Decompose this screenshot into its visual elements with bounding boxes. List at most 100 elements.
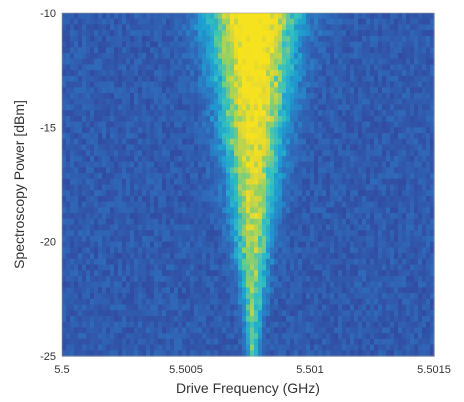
heatmap-cell: [430, 64, 435, 71]
heatmap-cell: [370, 247, 375, 254]
heatmap-cell: [194, 201, 199, 208]
heatmap-cell: [182, 35, 187, 43]
heatmap-cell: [346, 24, 351, 31]
heatmap-cell: [198, 213, 203, 220]
heatmap-cell: [310, 293, 315, 300]
heatmap-cell: [350, 24, 355, 31]
heatmap-cell: [94, 24, 99, 31]
heatmap-cell: [194, 173, 199, 180]
heatmap-cell: [62, 155, 67, 163]
heatmap-cell: [414, 75, 419, 83]
heatmap-cell: [362, 110, 367, 117]
heatmap-cell: [214, 275, 219, 283]
heatmap-cell: [318, 104, 323, 111]
heatmap-cell: [134, 64, 139, 71]
heatmap-cell: [410, 201, 415, 208]
heatmap-cell: [390, 24, 395, 31]
heatmap-cell: [122, 98, 127, 106]
heatmap-cell: [182, 310, 187, 317]
heatmap-cell: [334, 93, 339, 100]
heatmap-cell: [418, 98, 423, 106]
heatmap-cell: [134, 264, 139, 271]
heatmap-cell: [298, 104, 303, 111]
heatmap-cell: [378, 58, 383, 66]
heatmap-cell: [62, 190, 67, 197]
heatmap-cell: [366, 133, 371, 140]
heatmap-cell: [110, 247, 115, 254]
heatmap-cell: [210, 127, 215, 134]
heatmap-cell: [278, 235, 283, 243]
heatmap-cell: [222, 75, 227, 83]
heatmap-cell: [206, 167, 211, 174]
heatmap-cell: [138, 310, 143, 317]
heatmap-cell: [258, 155, 263, 163]
heatmap-cell: [246, 293, 251, 300]
heatmap-cell: [226, 133, 231, 140]
heatmap-cell: [126, 304, 131, 311]
heatmap-cell: [74, 190, 79, 197]
heatmap-cell: [278, 13, 283, 20]
heatmap-cell: [242, 235, 247, 243]
heatmap-cell: [238, 70, 243, 77]
heatmap-cell: [90, 138, 95, 146]
heatmap-cell: [138, 53, 143, 60]
heatmap-cell: [338, 287, 343, 294]
heatmap-cell: [346, 58, 351, 66]
heatmap-cell: [418, 253, 423, 260]
heatmap-cell: [218, 178, 223, 186]
heatmap-cell: [222, 24, 227, 31]
heatmap-cell: [226, 270, 231, 277]
heatmap-cell: [310, 213, 315, 220]
heatmap-cell: [222, 264, 227, 271]
heatmap-cell: [118, 155, 123, 163]
heatmap-cell: [90, 195, 95, 203]
heatmap-cell: [270, 58, 275, 66]
heatmap-cell: [198, 298, 203, 306]
heatmap-cell: [206, 201, 211, 208]
heatmap-cell: [322, 270, 327, 277]
heatmap-cell: [414, 235, 419, 243]
heatmap-cell: [146, 298, 151, 306]
heatmap-cell: [130, 287, 135, 294]
heatmap-cell: [118, 93, 123, 100]
heatmap-cell: [70, 310, 75, 317]
heatmap-cell: [414, 275, 419, 283]
heatmap-cell: [246, 53, 251, 60]
heatmap-cell: [350, 298, 355, 306]
heatmap-cell: [306, 87, 311, 94]
heatmap-cell: [318, 253, 323, 260]
heatmap-cell: [338, 127, 343, 134]
heatmap-cell: [354, 53, 359, 60]
heatmap-cell: [194, 35, 199, 43]
heatmap-cell: [90, 13, 95, 20]
heatmap-cell: [298, 253, 303, 260]
heatmap-cell: [70, 218, 75, 226]
heatmap-cell: [370, 133, 375, 140]
heatmap-cell: [178, 138, 183, 146]
heatmap-cell: [174, 127, 179, 134]
heatmap-cell: [290, 201, 295, 208]
heatmap-cell: [366, 53, 371, 60]
heatmap-cell: [262, 18, 267, 26]
heatmap-cell: [258, 30, 263, 37]
heatmap-cell: [290, 150, 295, 157]
heatmap-cell: [298, 184, 303, 191]
heatmap-cell: [82, 41, 87, 48]
heatmap-cell: [358, 70, 363, 77]
heatmap-cell: [178, 115, 183, 123]
heatmap-cell: [122, 121, 127, 128]
heatmap-cell: [270, 264, 275, 271]
heatmap-cell: [390, 190, 395, 197]
heatmap-cell: [290, 87, 295, 94]
heatmap-cell: [294, 18, 299, 26]
heatmap-cell: [198, 201, 203, 208]
heatmap-cell: [154, 270, 159, 277]
heatmap-cell: [282, 150, 287, 157]
heatmap-cell: [130, 270, 135, 277]
heatmap-cell: [142, 253, 147, 260]
heatmap-cell: [414, 304, 419, 311]
heatmap-cell: [258, 58, 263, 66]
heatmap-cell: [154, 64, 159, 71]
heatmap-cell: [114, 13, 119, 20]
heatmap-cell: [322, 287, 327, 294]
